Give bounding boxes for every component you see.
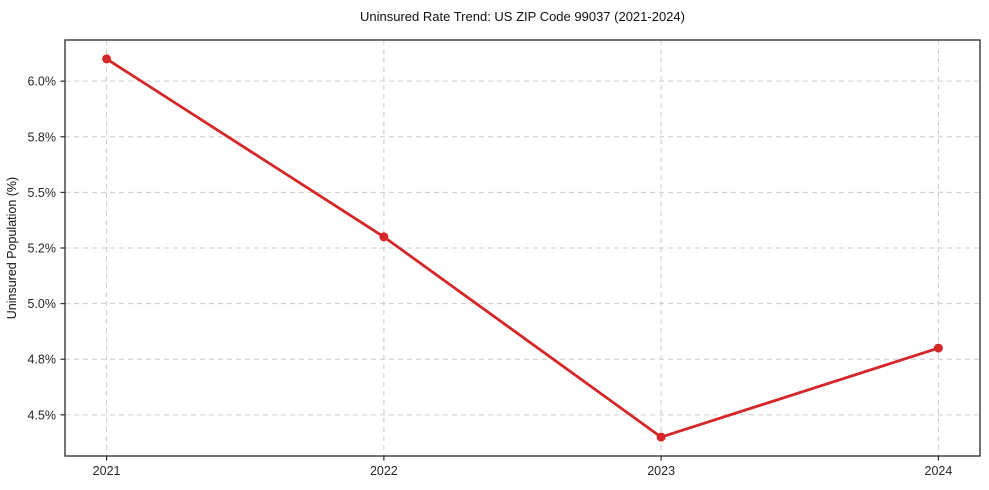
x-tick-label: 2022 <box>370 464 398 478</box>
y-tick-label: 5.0% <box>28 297 57 311</box>
data-point-2023 <box>656 432 666 442</box>
y-tick-label: 5.5% <box>28 186 57 200</box>
trend-line <box>105 57 940 439</box>
y-tick-label: 5.2% <box>28 242 57 256</box>
data-point-2022 <box>379 232 389 242</box>
x-tick-label: 2024 <box>925 464 953 478</box>
x-tick-label: 2023 <box>647 464 675 478</box>
x-tick-label: 2021 <box>93 464 121 478</box>
y-tick-label: 4.8% <box>28 353 57 367</box>
data-point-2021 <box>102 54 112 64</box>
y-tick-label: 4.5% <box>28 408 57 422</box>
data-point-2024 <box>933 343 943 353</box>
plot-border <box>64 39 981 457</box>
y-tick-label: 5.8% <box>28 130 57 144</box>
y-tick-label: 6.0% <box>28 75 57 89</box>
chart-title: Uninsured Rate Trend: US ZIP Code 99037 … <box>360 9 685 24</box>
